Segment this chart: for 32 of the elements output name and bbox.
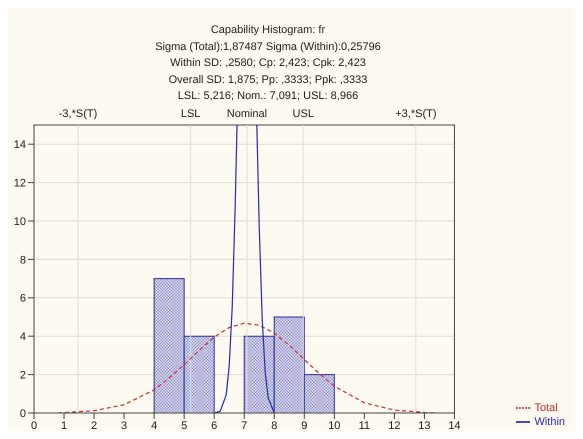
- x-tick-label: 10: [328, 420, 340, 432]
- y-tick-label: 6: [20, 292, 26, 305]
- y-tick-label: 2: [20, 370, 26, 382]
- legend-label: Within: [534, 416, 565, 428]
- x-tick-label: 0: [30, 420, 38, 432]
- x-tick-label: 6: [211, 420, 218, 432]
- x-tick-label: 8: [271, 420, 278, 432]
- y-tick-label: 8: [20, 254, 26, 266]
- x-tick-label: 2: [91, 420, 98, 432]
- x-tick-label: 14: [448, 420, 461, 432]
- y-tick-label: 12: [14, 178, 26, 190]
- x-tick-label: 5: [181, 420, 188, 432]
- y-tick-label: 0: [20, 408, 26, 420]
- chart-subtitle: Sigma (Total):1,87487 Sigma (Within):0,25796 Within SD: ,2580; Cp: 2,423; Cpk: 2,423 Overall SD: 1,875; Pp: ,3333; Ppk: ,3333 LSL: 5,216; Nom.: 7,091; USL: 8,966: [154, 40, 382, 104]
- x-tick-label: 13: [418, 420, 431, 432]
- y-tick-label: 10: [14, 216, 26, 228]
- x-tick-label: 7: [241, 420, 248, 432]
- x-tick-label: 1: [60, 420, 68, 432]
- ref-line-label: USL: [292, 108, 314, 120]
- chart-title: Capability Histogram: fr: [210, 23, 326, 38]
- x-tick-label: 4: [151, 420, 158, 432]
- ref-line-label: +3,*S(T): [395, 108, 437, 120]
- y-tick-label: 14: [14, 139, 26, 152]
- y-tick-label: 4: [20, 331, 26, 344]
- ref-line-label: Nominal: [226, 108, 268, 120]
- x-tick-label: 11: [358, 420, 370, 432]
- ref-line-label: -3,*S(T): [58, 108, 98, 120]
- x-tick-label: 9: [301, 420, 308, 432]
- legend-label: Total: [534, 402, 558, 414]
- x-tick-label: 3: [121, 420, 128, 432]
- ref-line-label: LSL: [180, 108, 200, 120]
- x-tick-label: 12: [388, 420, 400, 432]
